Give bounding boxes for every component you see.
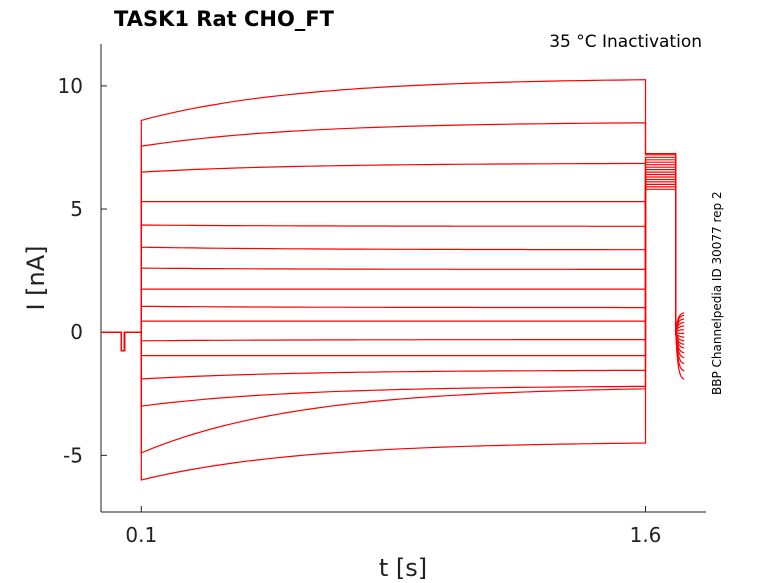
y-axis-label: I [nA] [22, 245, 50, 310]
current-trace-9 [101, 171, 685, 352]
current-traces [101, 79, 685, 481]
current-trace-13 [101, 181, 685, 380]
current-trace-5 [101, 161, 685, 352]
current-trace-14 [101, 183, 685, 407]
current-trace-7 [101, 166, 685, 352]
axes [100, 44, 706, 513]
current-trace-15 [101, 186, 685, 454]
temperature-protocol-annotation: 35 °C Inactivation [549, 32, 702, 52]
current-trace-3 [101, 156, 685, 352]
current-trace-12 [101, 178, 685, 357]
y-tick-label: 5 [70, 197, 83, 221]
y-tick-label: 0 [70, 320, 83, 344]
channelpedia-id-label: BBP Channelpedia ID 30077 rep 2 [710, 191, 724, 395]
chart-title: TASK1 Rat CHO_FT [114, 7, 335, 31]
tick-marks: -5 0 5 10 0.1 1.6 [58, 74, 662, 547]
x-axis-label: t [s] [379, 554, 427, 582]
current-trace-4 [101, 159, 685, 352]
current-trace-10 [101, 173, 685, 352]
current-trace-2 [101, 122, 685, 352]
x-tick-label: 1.6 [630, 523, 662, 547]
x-tick-label: 0.1 [125, 523, 157, 547]
current-trace-11 [101, 176, 685, 352]
current-trace-16 [101, 188, 685, 481]
current-trace-1 [101, 79, 685, 352]
y-tick-label: -5 [63, 443, 83, 467]
y-tick-label: 10 [58, 74, 83, 98]
current-trace-6 [101, 164, 685, 352]
current-trace-8 [101, 169, 685, 352]
